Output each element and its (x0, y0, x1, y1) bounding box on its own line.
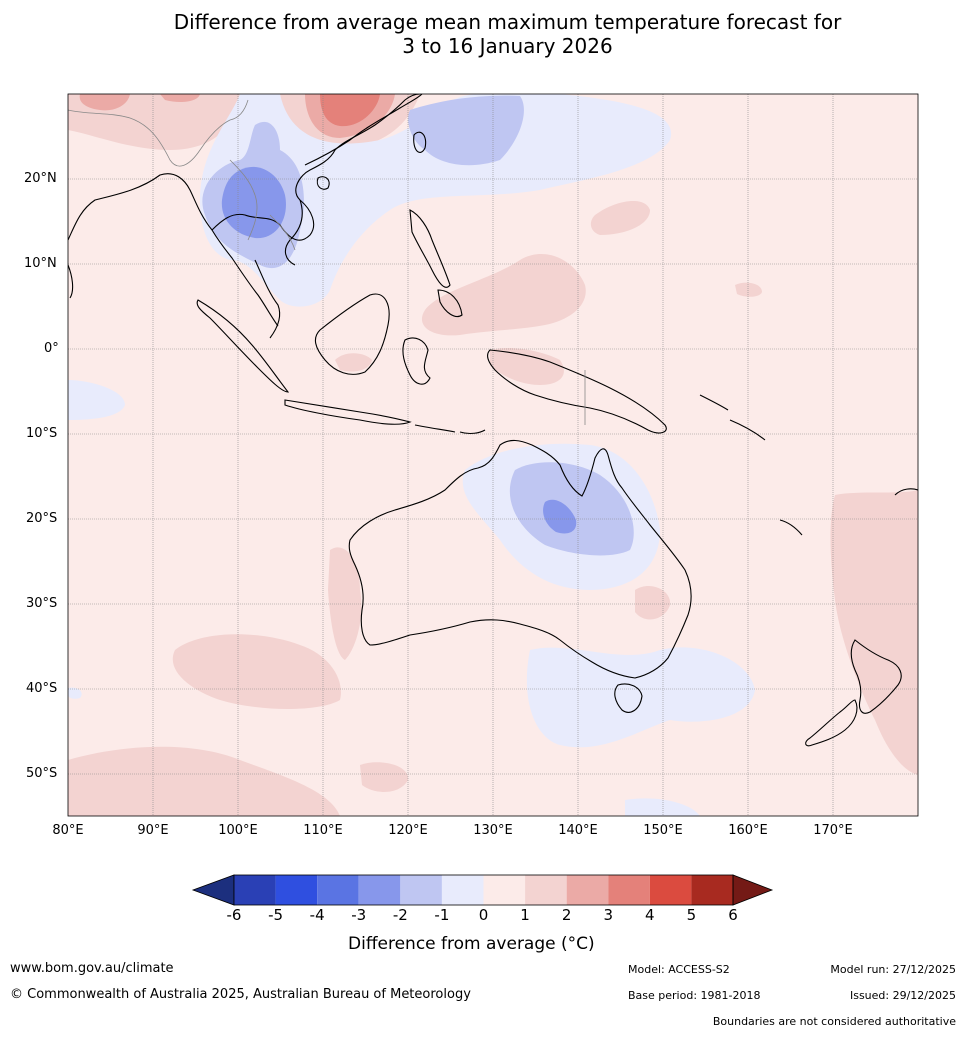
colorbar-tick-label: 3 (603, 906, 614, 924)
copyright-text: © Commonwealth of Australia 2025, Austra… (10, 987, 471, 1002)
warm-region-nz (830, 490, 918, 775)
lon-label-130e: 130°E (473, 823, 513, 838)
colorbar-tick-label: 0 (478, 906, 489, 924)
lon-label-100e: 100°E (218, 823, 258, 838)
disclaimer-text: Boundaries are not considered authoritat… (712, 1015, 956, 1028)
warm-region-dateline (735, 282, 762, 297)
colorbar (191, 874, 774, 906)
warm-region-south-2 (360, 762, 409, 792)
warm-region-philippines-east (421, 254, 586, 336)
cool-region-australia-3 (543, 499, 577, 534)
lon-label-90e: 90°E (137, 823, 169, 838)
colorbar-swatch (691, 875, 733, 905)
title-line-2: 3 to 16 January 2026 (402, 34, 613, 58)
cool-region-indian-south (68, 687, 82, 699)
colorbar-swatch (649, 875, 692, 905)
colorbar-swatch (608, 875, 650, 905)
warm-region-pacific (590, 200, 650, 235)
colorbar-tick-label: 5 (686, 906, 697, 924)
title-line-1: Difference from average mean maximum tem… (173, 10, 842, 34)
coastlines (68, 94, 918, 747)
colorbar-swatch (234, 875, 276, 905)
colorbar-tick-label: -2 (392, 906, 408, 924)
cool-region-taiwan (408, 95, 524, 166)
colorbar-tick-label: 4 (645, 906, 655, 924)
lon-label-170e: 170°E (813, 823, 853, 838)
issued-text: Issued: 29/12/2025 (849, 989, 956, 1002)
lat-label-0: 0° (44, 341, 59, 356)
warm-region-south (68, 746, 340, 816)
colorbar-tick-label: -1 (434, 906, 450, 924)
colorbar-swatch (358, 875, 401, 905)
warm-region-tibet-2 (160, 94, 200, 102)
website-link[interactable]: www.bom.gov.au/climate (10, 961, 174, 976)
colorbar-swatch (400, 875, 442, 905)
colorbar-tick-label: 2 (561, 906, 572, 924)
anomaly-contours (68, 94, 918, 816)
colorbar-swatch (525, 875, 567, 905)
lat-label-20n: 20°N (24, 171, 57, 186)
lat-label-10s: 10°S (26, 426, 58, 441)
colorbar-tick-label: 1 (520, 906, 530, 924)
colorbar-tick-label: -3 (351, 906, 367, 924)
lat-label-30s: 30°S (26, 596, 58, 611)
colorbar-tick-label: -6 (226, 906, 242, 924)
lon-label-150e: 150°E (643, 823, 683, 838)
warm-region-china-4 (320, 94, 380, 127)
colorbar-swatch (441, 875, 484, 905)
colorbar-arrow-high (732, 874, 774, 906)
warm-region-borneo (335, 353, 372, 372)
cool-region-australia-2 (509, 462, 634, 556)
colorbar-tick-label: -4 (309, 906, 325, 924)
colorbar-title: Difference from average (°C) (348, 934, 595, 954)
warm-region-png (490, 348, 564, 385)
cool-region-se-asia (200, 94, 672, 307)
colorbar-swatch (317, 875, 359, 905)
lat-label-20s: 20°S (26, 511, 58, 526)
lat-label-10n: 10°N (24, 256, 57, 271)
model-text: Model: ACCESS-S2 (628, 963, 730, 976)
colorbar-swatch (275, 875, 318, 905)
colorbar-tick-label: 6 (728, 906, 738, 924)
cool-region-tasman (526, 647, 755, 748)
lon-label-140e: 140°E (558, 823, 598, 838)
lon-label-80e: 80°E (52, 823, 84, 838)
colorbar-outline (233, 874, 734, 906)
chart-title: Difference from average mean maximum tem… (0, 10, 965, 58)
cool-region-south-pacific (625, 798, 700, 816)
lon-label-120e: 120°E (388, 823, 428, 838)
model-run-text: Model run: 27/12/2025 (830, 963, 956, 976)
lat-label-50s: 50°S (26, 766, 58, 781)
warm-region-southern-indian (172, 634, 341, 709)
colorbar-arrow-low (191, 874, 235, 906)
lat-label-40s: 40°S (26, 681, 58, 696)
base-period-text: Base period: 1981-2018 (628, 989, 761, 1002)
cool-region-indian-ocean (68, 380, 125, 420)
lon-label-110e: 110°E (303, 823, 343, 838)
warm-region-west-australia (328, 547, 362, 660)
colorbar-swatch (566, 875, 609, 905)
map-frame (67, 93, 919, 817)
colorbar-swatch (483, 875, 526, 905)
country-borders (68, 99, 586, 425)
warm-region-tibet (79, 94, 130, 111)
warm-region-aus-east (635, 585, 671, 620)
colorbar-tick-label: -5 (268, 906, 284, 924)
lon-label-160e: 160°E (728, 823, 768, 838)
